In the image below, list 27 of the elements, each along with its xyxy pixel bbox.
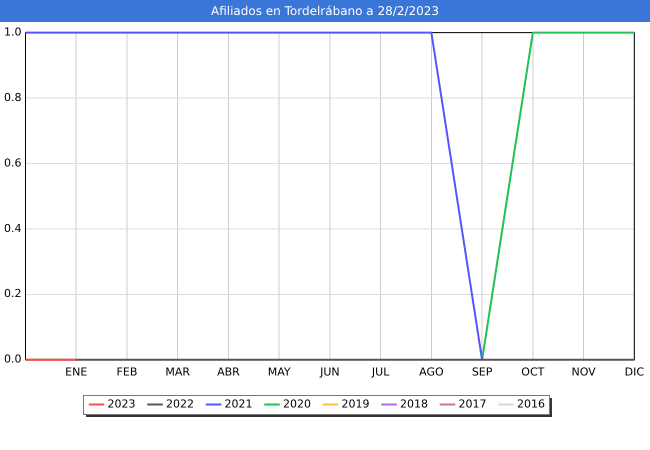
x-tick-label: SEP (472, 365, 493, 378)
y-tick-label: 0.2 (4, 287, 22, 300)
legend-label: 2019 (342, 397, 370, 410)
x-tick-label: OCT (521, 365, 545, 378)
legend-label: 2021 (224, 397, 253, 410)
y-tick-label: 0.8 (4, 90, 22, 104)
x-tick-label: ENE (65, 365, 88, 378)
x-tick-label: JUN (319, 365, 340, 378)
chart-title: Afiliados en Tordelrábano a 28/2/2023 (0, 0, 650, 22)
legend-label: 2017 (458, 397, 486, 410)
legend-label: 2023 (108, 397, 136, 410)
x-tick-label: JUL (370, 365, 390, 378)
legend-label: 2018 (400, 397, 428, 410)
y-tick-label: 0.6 (4, 156, 22, 170)
legend-label: 2022 (166, 397, 194, 410)
x-tick-label: DIC (624, 365, 644, 378)
y-tick-label: 0.4 (4, 222, 22, 235)
x-tick-label: MAY (268, 365, 291, 378)
x-tick-label: FEB (116, 365, 138, 378)
x-tick-label: AGO (419, 365, 444, 378)
x-tick-label: MAR (165, 365, 190, 378)
y-tick-label: 0.0 (4, 352, 22, 366)
legend-label: 2020 (283, 397, 312, 410)
x-tick-label: NOV (571, 365, 596, 378)
x-tick-label: ABR (217, 365, 240, 378)
y-tick-label: 1.0 (4, 25, 22, 38)
legend-label: 2016 (516, 397, 545, 410)
